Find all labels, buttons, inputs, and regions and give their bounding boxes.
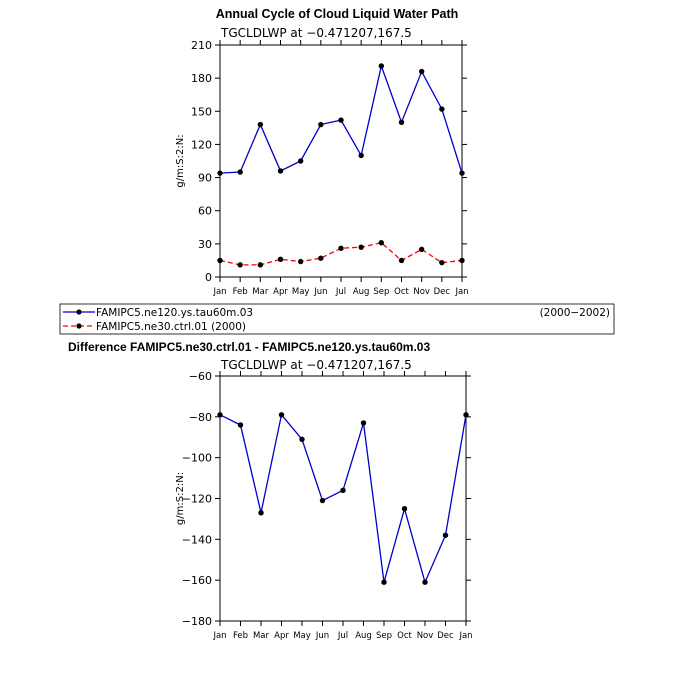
bottom-chart-series-1-point [299,436,305,442]
top-chart-plot: 0 30 60 90 120 150 180 210 Jan Feb Mar Apr May Jun Jul… [175,39,469,297]
top-chart-xtick-label: May [292,287,310,297]
top-chart-series-2-point [418,246,425,253]
top-chart-series-1-point [277,168,284,174]
bottom-chart-ytick-label: −140 [182,533,212,546]
top-chart-xtick-label: Oct [394,287,409,297]
bottom-chart-xtick-label: Apr [274,631,289,641]
top-chart-series-1-point [217,170,223,176]
top-chart-ytick-label: 90 [198,172,212,185]
bottom-chart-series-1-point [258,510,264,516]
legend-entry-1-period: (2000−2002) [540,307,610,319]
top-chart-title: Annual Cycle of Cloud Liquid Water Path [216,7,459,21]
bottom-chart-series-1-point [319,497,326,504]
top-chart-series-2-point [237,262,243,268]
top-chart-series-2-point [338,245,344,251]
bottom-chart-xtick-label: Sep [376,631,392,641]
top-chart-series-1-point [297,158,304,164]
top-chart-series-2-point [257,262,264,268]
bottom-chart-xtick-label: Nov [417,631,434,641]
top-chart-series-1-point [398,119,405,126]
legend-entry-2-label: FAMIPC5.ne30.ctrl.01 (2000) [96,321,246,333]
top-chart-xtick-label: Jun [313,287,327,297]
bottom-chart-ytick-label: −180 [182,615,212,628]
top-chart-ytick-label: 180 [191,72,212,85]
top-chart-subtitle: TGCLDLWP at −0.471207,167.5 [220,26,412,40]
bottom-chart-ytick-label: −60 [189,370,212,383]
bottom-chart-xtick-label: May [293,631,311,641]
top-chart-series-2-point [318,255,324,261]
bottom-chart-ytick-label: −120 [182,493,212,506]
top-chart-series-1-point [318,121,324,128]
bottom-chart-xtick-label: Mar [253,631,270,641]
bottom-chart-subtitle: TGCLDLWP at −0.471207,167.5 [220,358,412,372]
top-chart-xtick-label: Sep [373,287,389,297]
bottom-chart-series-1-point [381,579,387,585]
bottom-chart-xtick-label: Feb [233,631,248,641]
bottom-chart-ytick-label: −160 [182,574,212,587]
top-chart-series-1-point [439,106,445,112]
legend: FAMIPC5.ne120.ys.tau60m.03 (2000−2002) F… [59,303,615,335]
bottom-chart-xtick-label: Jan [458,631,472,641]
top-chart-xtick-label: Aug [353,287,370,297]
bottom-chart-xtick-label: Dec [437,631,454,641]
bottom-chart-series-1-point [237,422,244,428]
bottom-chart-xtick-label: Aug [355,631,372,641]
bottom-chart-series-1-point [278,412,285,418]
top-chart-xtick-label: Feb [233,287,248,297]
top-chart-series-1-point [459,170,465,176]
top-chart-series-1-point [237,169,243,175]
top-chart-ytick-label: 120 [191,138,212,151]
top-chart-series-2-point [439,259,445,266]
top-chart-xtick-label: Mar [252,287,269,297]
top-chart-series-1-point [418,68,425,75]
bottom-chart-series-1-point [401,506,408,512]
bottom-chart-series-1-point [340,487,346,494]
legend-frame [59,303,615,335]
legend-swatch-1-marker [76,309,82,315]
top-chart-xtick-label: Dec [434,287,451,297]
top-chart-xtick-label: Apr [273,287,288,297]
bottom-chart-title: Difference FAMIPC5.ne30.ctrl.01 - FAMIPC… [68,340,430,354]
top-chart-series-1-point [378,63,385,69]
top-chart-ytick-label: 150 [191,105,212,118]
top-chart-series-2-point [459,257,465,264]
bottom-chart-series-1-line [219,413,467,585]
top-chart-series-2-point [378,240,385,246]
top-chart-ylabel: g/m:S:2:N: [175,134,186,187]
legend-entry-1-label: FAMIPC5.ne120.ys.tau60m.03 [96,307,253,319]
bottom-chart-xtick-label: Oct [397,631,412,641]
top-chart-xtick-label: Jan [212,287,226,297]
top-chart-xtick-label: Jan [454,287,468,297]
bottom-chart-xtick-label: Jan [212,631,226,641]
top-chart-ytick-label: 210 [191,39,212,52]
bottom-chart-ytick-label: −80 [189,411,212,424]
top-chart-series-1-point [358,152,364,159]
bottom-chart-series-1-point [442,532,449,538]
top-chart-ytick-label: 30 [198,238,212,251]
bottom-chart-series-1-point [217,412,223,418]
top-chart-series-2-point [398,257,405,264]
top-chart-ytick-label: 0 [205,271,212,284]
bottom-chart-xtick-label: Jul [337,631,348,641]
bottom-chart-ytick-label: −100 [182,452,212,465]
bottom-chart-ylabel: g/m:S:2:N: [175,472,186,525]
top-chart-series-1-point [338,117,344,123]
top-chart-series-1-point [257,121,264,128]
top-chart-series-2-point [277,256,284,263]
top-chart-series-2-point [217,257,223,264]
bottom-chart-frame [219,375,467,622]
bottom-chart-series-1-point [463,412,469,418]
top-chart-xtick-label: Nov [413,287,430,297]
legend-swatch-2-marker [76,323,82,329]
bottom-chart-series-1-point [422,579,428,585]
bottom-chart-plot: −180 −160 −140 −120 −100 −80 −60 Jan Feb Mar Apr Ma… [175,370,473,641]
bottom-chart-series-1-point [360,420,367,426]
top-chart-xtick-label: Jul [335,287,346,297]
top-chart-ytick-label: 60 [198,205,212,218]
bottom-chart-xtick-label: Jun [315,631,329,641]
top-chart-series-2-point [358,244,364,250]
top-chart-series-2-point [297,258,304,265]
